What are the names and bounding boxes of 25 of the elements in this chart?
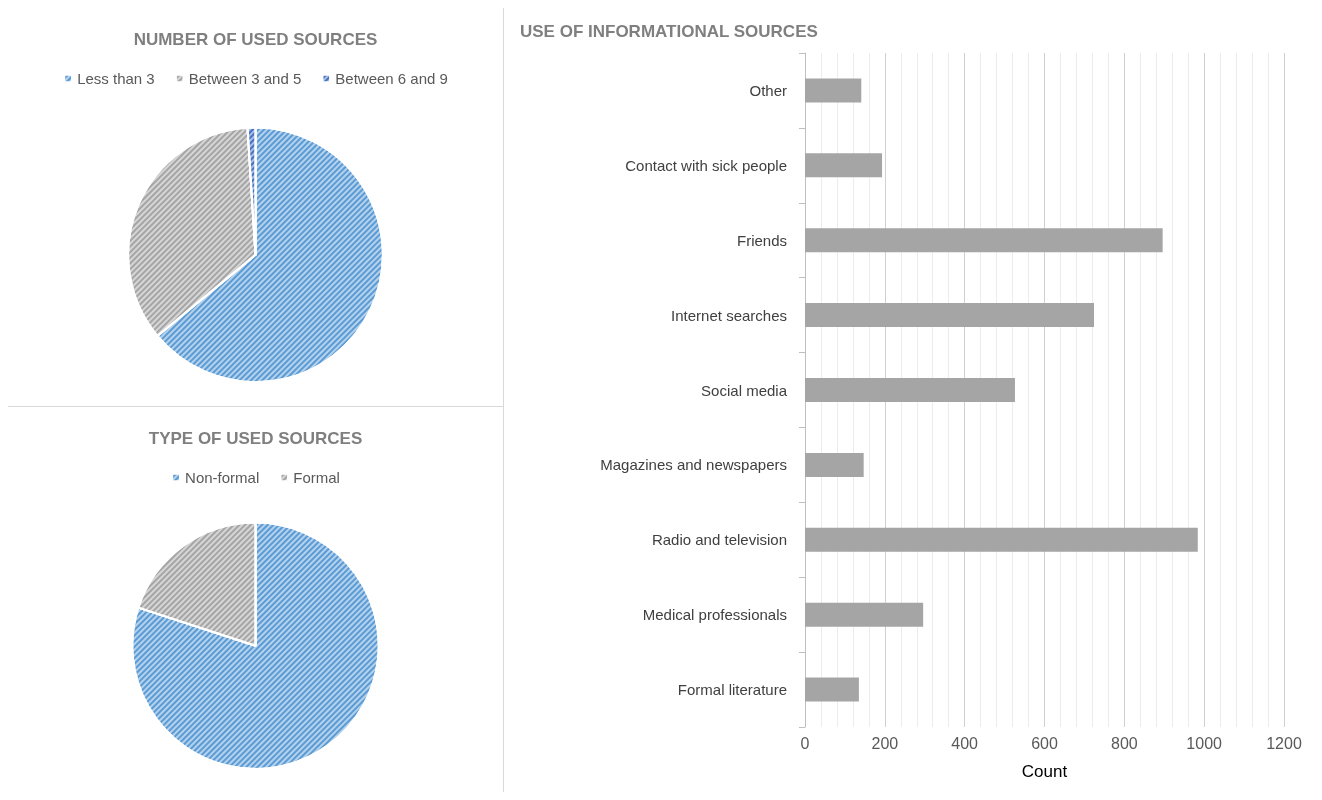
chart-title: NUMBER OF USED SOURCES	[133, 30, 378, 49]
text: USE OF INFORMATIONAL SOURCES	[520, 22, 818, 41]
x-tick-label: 0	[800, 734, 810, 752]
legend-label: Formal	[293, 469, 340, 486]
legend-label: Non-formal	[185, 469, 260, 486]
x-axis-title: Count	[1021, 762, 1068, 781]
y-tick-label: Other	[749, 81, 787, 99]
x-tick-label: 200	[871, 734, 899, 752]
x-tick-label: 1000	[1186, 734, 1223, 752]
x-tick-label: 400	[951, 734, 979, 752]
y-tick-label: Friends	[736, 231, 787, 249]
x-tick-label: 800	[1110, 734, 1138, 752]
y-tick-label: Formal literature	[677, 681, 787, 699]
x-tick-label: 1200	[1266, 734, 1302, 752]
y-tick-label: Magazines and newspapers	[600, 456, 787, 474]
legend-label: Between 3 and 5	[188, 70, 302, 87]
legend-label: Between 6 and 9	[335, 70, 448, 87]
chart-title: TYPE OF USED SOURCES	[148, 429, 363, 448]
y-tick-label: Internet searches	[671, 306, 787, 324]
legend-label: Less than 3	[77, 70, 155, 87]
y-tick-label: Medical professionals	[642, 606, 787, 624]
y-tick-label: Radio and television	[651, 531, 787, 549]
y-tick-label: Contact with sick people	[625, 156, 787, 174]
x-tick-label: 600	[1031, 734, 1058, 752]
y-tick-label: Social media	[701, 381, 788, 399]
